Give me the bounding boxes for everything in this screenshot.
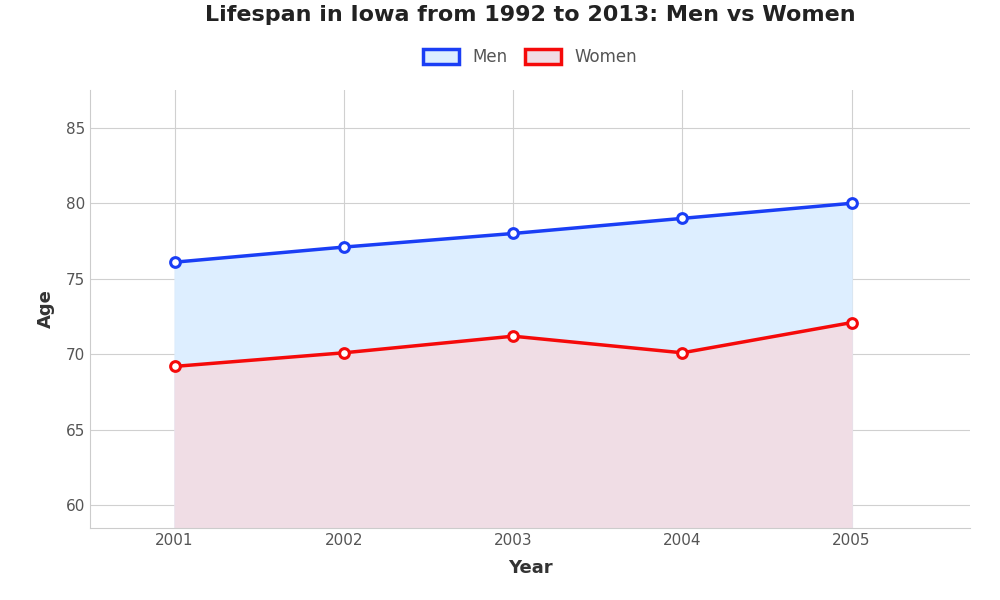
Title: Lifespan in Iowa from 1992 to 2013: Men vs Women: Lifespan in Iowa from 1992 to 2013: Men … (205, 5, 855, 25)
X-axis label: Year: Year (508, 559, 552, 577)
Legend: Men, Women: Men, Women (416, 41, 644, 73)
Y-axis label: Age: Age (37, 290, 55, 328)
